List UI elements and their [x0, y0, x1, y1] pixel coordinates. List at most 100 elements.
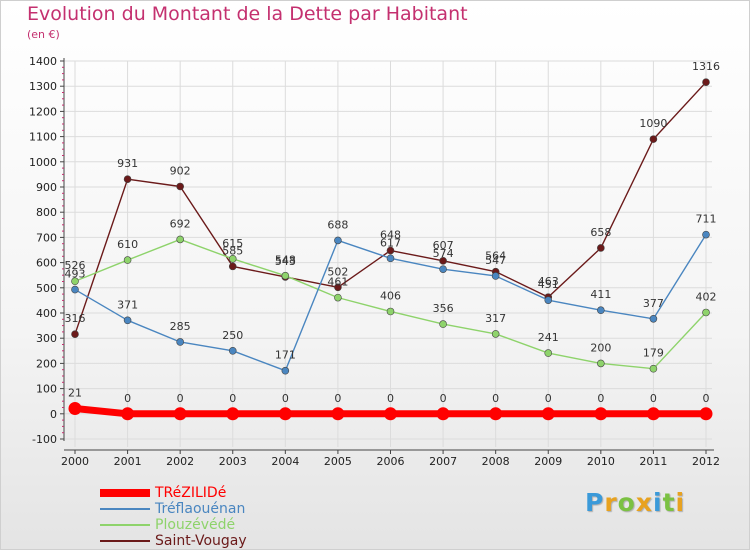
x-tick-label: 2012: [692, 455, 720, 468]
data-label: 241: [538, 331, 559, 344]
data-point: [71, 277, 79, 286]
data-point: [334, 293, 342, 302]
chart-title: Evolution du Montant de la Dette par Hab…: [27, 3, 468, 25]
proxiti-logo: Proxiti: [585, 488, 685, 517]
logo-letter: r: [604, 488, 618, 517]
data-point: [123, 175, 132, 183]
data-point: [702, 230, 710, 239]
x-tick-label: 2011: [639, 455, 667, 468]
data-point: [491, 330, 500, 338]
data-point: [228, 346, 237, 355]
data-label: 0: [124, 392, 131, 405]
data-point: [281, 271, 290, 280]
x-tick-label: 2005: [324, 455, 352, 468]
data-label: 377: [643, 297, 664, 310]
data-point: [331, 407, 345, 421]
data-point: [386, 307, 395, 316]
data-label: 0: [650, 392, 657, 405]
data-label: 0: [597, 392, 604, 405]
y-tick-label: 700: [36, 231, 57, 244]
data-point: [541, 407, 555, 421]
data-point: [71, 285, 79, 294]
data-point: [334, 283, 342, 292]
legend: TRéZILIDé Tréflaouénan Plouzévédé Saint-Vou…: [100, 485, 247, 549]
data-label: 658: [590, 226, 611, 239]
logo-letter: o: [617, 488, 636, 517]
data-point: [702, 308, 710, 317]
x-tick-label: 2000: [61, 455, 89, 468]
logo-letter: x: [635, 488, 653, 517]
data-point: [173, 407, 187, 421]
data-label: 0: [387, 392, 394, 405]
legend-label: TRéZILIDé: [155, 485, 227, 501]
data-label: 543: [275, 255, 296, 268]
data-point: [649, 364, 658, 373]
legend-swatch: [100, 508, 150, 510]
data-point: [71, 330, 79, 338]
legend-swatch: [100, 524, 150, 526]
data-point: [278, 407, 292, 421]
legend-label: Saint-Vougay: [155, 533, 247, 549]
data-point: [281, 366, 290, 375]
y-tick-label: 800: [36, 206, 57, 219]
data-label: 711: [696, 213, 717, 226]
data-point: [226, 407, 240, 421]
logo-letter: i: [653, 488, 663, 517]
data-label: 371: [117, 298, 138, 311]
data-point: [702, 78, 710, 86]
data-point: [597, 359, 605, 368]
y-tick-label: 1300: [29, 80, 57, 93]
data-label: 406: [380, 289, 401, 302]
data-label: 585: [222, 244, 243, 257]
data-label: 1316: [692, 60, 720, 73]
data-label: 356: [433, 302, 454, 315]
legend-label: Tréflaouénan: [155, 501, 246, 517]
data-label: 902: [170, 164, 191, 177]
data-point: [649, 314, 658, 323]
data-label: 692: [170, 217, 191, 230]
data-label: 0: [440, 392, 447, 405]
data-label: 615: [222, 237, 243, 250]
x-tick-label: 2010: [587, 455, 615, 468]
data-point: [176, 182, 184, 191]
data-label: 0: [545, 392, 552, 405]
data-label: 463: [538, 275, 559, 288]
x-tick-label: 2004: [271, 455, 299, 468]
x-tick-label: 2001: [114, 455, 142, 468]
data-label: 411: [590, 288, 611, 301]
data-label: 171: [275, 349, 296, 362]
data-label: 250: [222, 329, 243, 342]
data-label: 402: [696, 290, 717, 303]
data-point: [594, 407, 608, 421]
y-tick-label: 100: [36, 383, 57, 396]
y-tick-label: 0: [50, 408, 57, 421]
y-tick-label: 1000: [29, 156, 57, 169]
data-point: [649, 135, 658, 143]
legend-item: Saint-Vougay: [100, 533, 247, 549]
legend-item: Tréflaouénan: [100, 501, 247, 517]
data-label: 502: [327, 265, 348, 278]
data-point: [228, 255, 237, 263]
data-label: 0: [229, 392, 236, 405]
x-tick-label: 2003: [219, 455, 247, 468]
data-label: 21: [68, 387, 82, 400]
x-tick-label: 2006: [377, 455, 405, 468]
data-point: [176, 235, 184, 244]
legend-item: TRéZILIDé: [100, 485, 247, 501]
data-label: 493: [65, 268, 86, 281]
data-point: [68, 402, 82, 416]
data-label: 547: [485, 254, 506, 267]
y-tick-label: 1100: [29, 131, 57, 144]
data-point: [491, 272, 500, 280]
data-label: 548: [275, 254, 296, 267]
data-point: [544, 349, 553, 357]
x-tick-label: 2002: [166, 455, 194, 468]
data-label: 688: [327, 218, 348, 231]
legend-swatch: [100, 540, 150, 542]
data-label: 0: [492, 392, 499, 405]
data-label: 526: [65, 259, 86, 272]
data-point: [489, 407, 503, 421]
data-point: [439, 265, 447, 273]
x-tick-label: 2007: [429, 455, 457, 468]
